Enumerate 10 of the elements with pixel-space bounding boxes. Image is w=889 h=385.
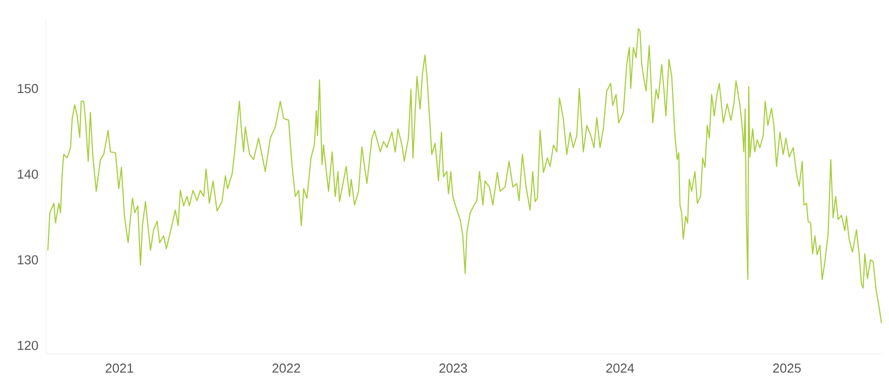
line-series — [47, 28, 882, 324]
x-tick-label: 2023 — [439, 364, 467, 373]
y-tick-label: 150 — [18, 84, 38, 94]
x-tick-label: 2021 — [106, 364, 134, 373]
x-tick-label: 2025 — [773, 364, 801, 373]
x-tick-label: 2024 — [606, 364, 634, 373]
y-tick-label: 130 — [18, 255, 38, 264]
y-tick-label: 120 — [18, 340, 38, 350]
y-tick-label: 140 — [18, 170, 38, 179]
x-tick-label: 2022 — [272, 364, 300, 373]
